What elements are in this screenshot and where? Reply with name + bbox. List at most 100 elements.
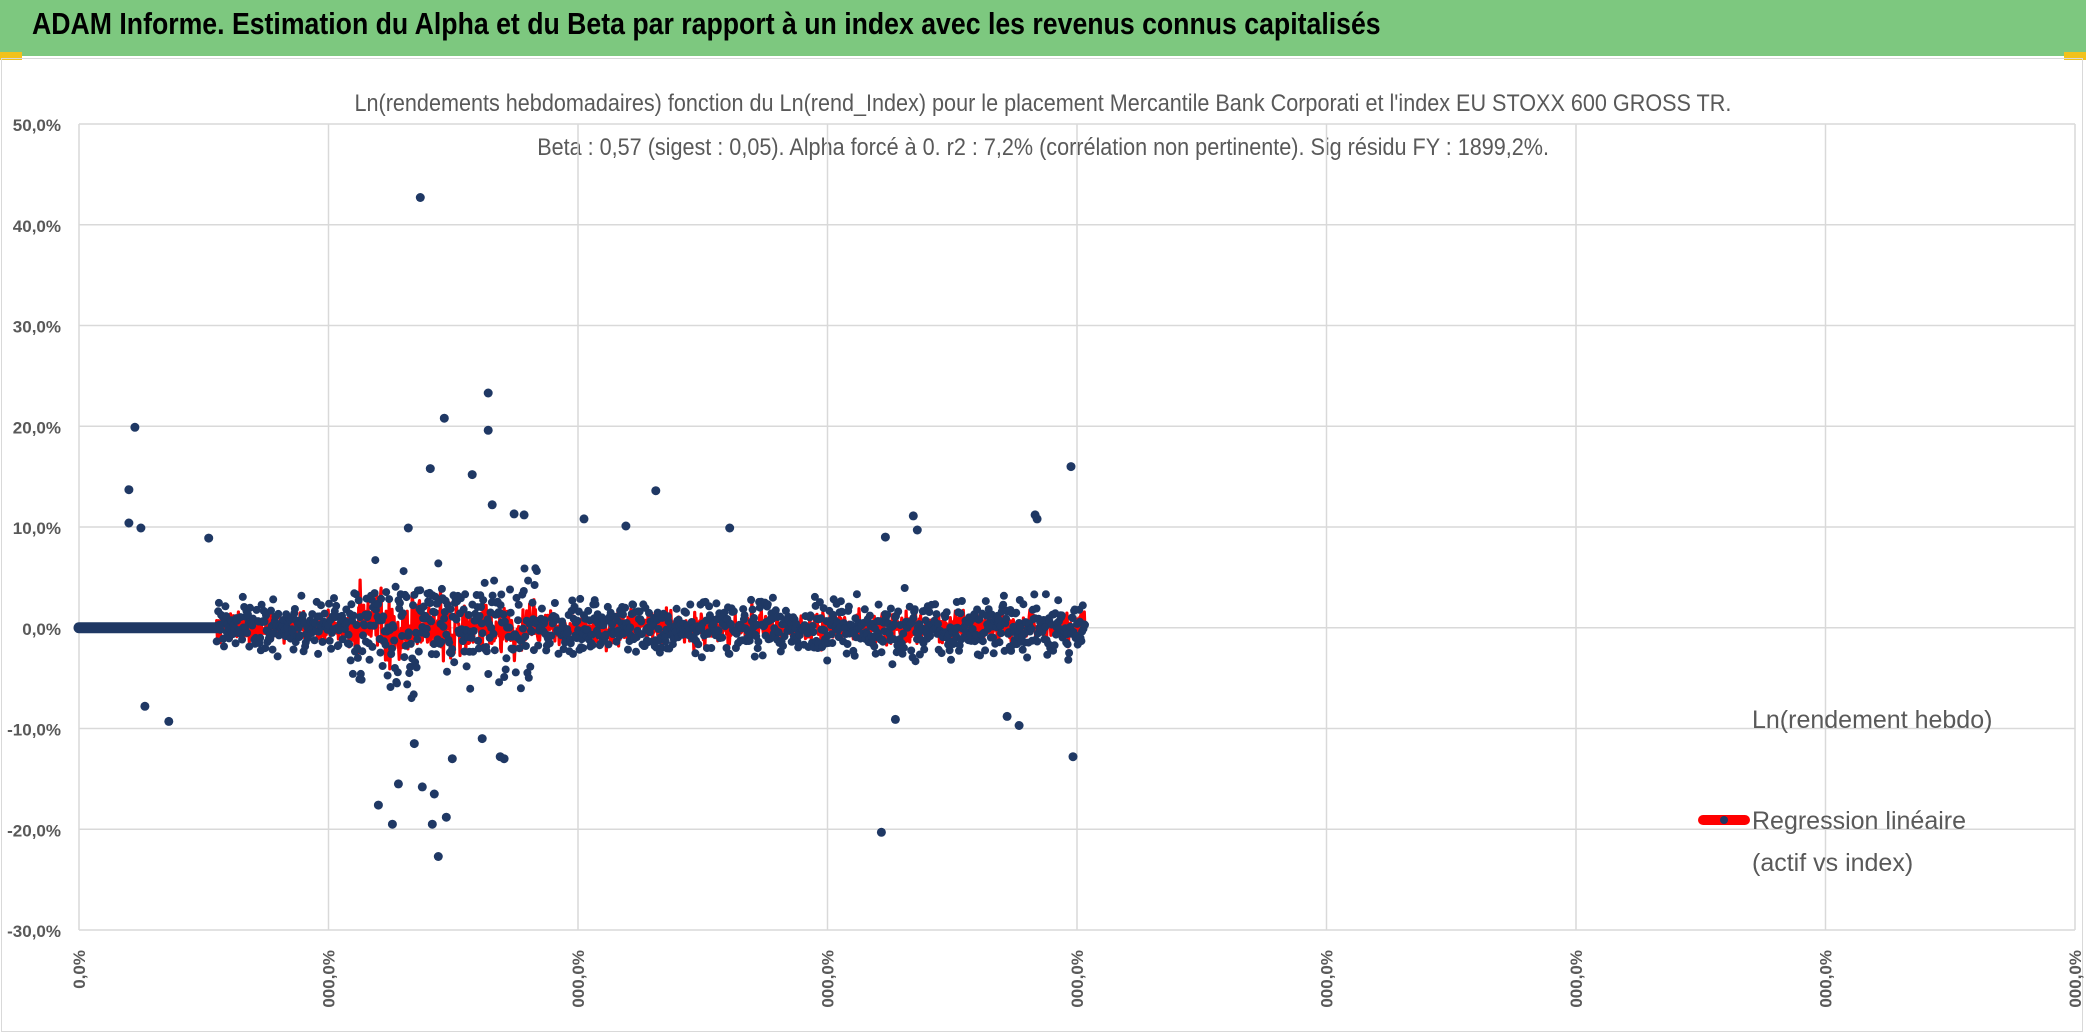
data-point xyxy=(505,623,514,632)
data-point xyxy=(1065,649,1074,657)
y-tick-label: 50,0% xyxy=(13,116,61,135)
data-point xyxy=(524,576,533,585)
data-point xyxy=(747,595,756,604)
data-point xyxy=(530,581,539,589)
data-point xyxy=(519,624,527,633)
data-point xyxy=(624,645,632,654)
data-point xyxy=(1068,752,1078,762)
y-tick-label: -20,0% xyxy=(7,821,61,840)
data-point xyxy=(427,617,436,626)
data-point xyxy=(540,616,549,625)
data-point xyxy=(894,607,903,616)
data-point xyxy=(999,600,1008,609)
data-point xyxy=(725,523,735,533)
data-point xyxy=(353,653,362,662)
data-point xyxy=(521,642,530,650)
data-point xyxy=(836,597,845,606)
data-point xyxy=(1023,653,1032,662)
data-point xyxy=(511,668,520,677)
data-point xyxy=(415,193,425,202)
data-point xyxy=(1032,514,1042,524)
data-point xyxy=(488,591,497,600)
data-point xyxy=(828,639,837,647)
data-point xyxy=(371,556,380,565)
data-point xyxy=(808,622,817,630)
data-point xyxy=(344,630,353,639)
data-point xyxy=(477,734,487,744)
data-point xyxy=(705,602,714,611)
data-point xyxy=(487,500,497,510)
data-point xyxy=(425,464,435,474)
data-point xyxy=(978,637,987,646)
data-point xyxy=(398,609,407,618)
data-point xyxy=(417,782,427,792)
data-point xyxy=(999,591,1008,600)
data-point xyxy=(373,800,383,810)
data-point xyxy=(320,609,329,618)
data-point xyxy=(345,640,354,649)
data-point xyxy=(1052,630,1060,639)
data-point xyxy=(403,680,412,689)
data-point xyxy=(268,645,277,654)
points-series xyxy=(73,193,1089,861)
x-tick-label: 000,0% xyxy=(819,950,838,1008)
data-point xyxy=(1033,637,1042,646)
data-point xyxy=(398,632,407,640)
data-point xyxy=(547,631,556,640)
data-point xyxy=(489,629,498,638)
data-point xyxy=(907,646,916,655)
data-point xyxy=(632,647,640,656)
data-point xyxy=(976,651,984,660)
data-point xyxy=(989,649,998,658)
data-point xyxy=(427,819,437,829)
data-point xyxy=(378,662,387,670)
data-point xyxy=(393,779,403,789)
tick-labels: 50,0% 40,0% 30,0% 20,0% 10,0% 0,0% -10,0% -20,0… xyxy=(7,116,2085,1008)
y-tick-label: 0,0% xyxy=(22,620,61,639)
data-point xyxy=(296,631,304,640)
data-point xyxy=(290,605,299,613)
data-point xyxy=(815,598,824,607)
data-point xyxy=(289,645,298,654)
x-tick-label: 000,0% xyxy=(320,950,339,1008)
data-point xyxy=(934,620,942,628)
data-point xyxy=(672,604,681,613)
data-point xyxy=(920,645,929,654)
data-point xyxy=(842,649,851,658)
data-point xyxy=(261,644,270,653)
data-point xyxy=(370,589,379,598)
data-point xyxy=(1041,623,1050,631)
chart-title: Ln(rendements hebdomadaires) fonction du… xyxy=(354,90,1732,117)
legend-label-regression: Regression linéaire xyxy=(1752,807,1966,835)
data-point xyxy=(403,523,413,533)
data-point xyxy=(1018,645,1027,654)
data-point xyxy=(1050,641,1059,650)
data-point xyxy=(550,599,559,607)
page-title: ADAM Informe. Estimation du Alpha et du … xyxy=(32,6,1381,41)
data-point xyxy=(619,610,627,619)
data-point xyxy=(469,627,478,635)
data-point xyxy=(725,649,734,658)
data-point xyxy=(563,628,572,637)
legend-label-points: Ln(rendement hebdo) xyxy=(1752,706,1992,734)
data-point xyxy=(997,629,1005,638)
data-point xyxy=(409,739,419,749)
data-point xyxy=(478,629,487,638)
data-point xyxy=(377,594,386,603)
data-point xyxy=(899,643,908,652)
data-point xyxy=(989,633,997,642)
data-point xyxy=(629,600,638,609)
data-point xyxy=(771,606,780,615)
data-point xyxy=(520,564,529,573)
data-point xyxy=(441,812,451,822)
data-point xyxy=(464,611,473,619)
data-point xyxy=(1066,462,1076,472)
data-point xyxy=(537,604,546,613)
data-point xyxy=(359,631,367,640)
data-point xyxy=(406,639,415,648)
legend: Ln(rendement hebdo) Regression linéaire (a… xyxy=(1698,706,1992,877)
data-point xyxy=(231,639,240,648)
data-point xyxy=(124,485,134,495)
data-point xyxy=(267,606,275,615)
data-point xyxy=(888,660,897,669)
